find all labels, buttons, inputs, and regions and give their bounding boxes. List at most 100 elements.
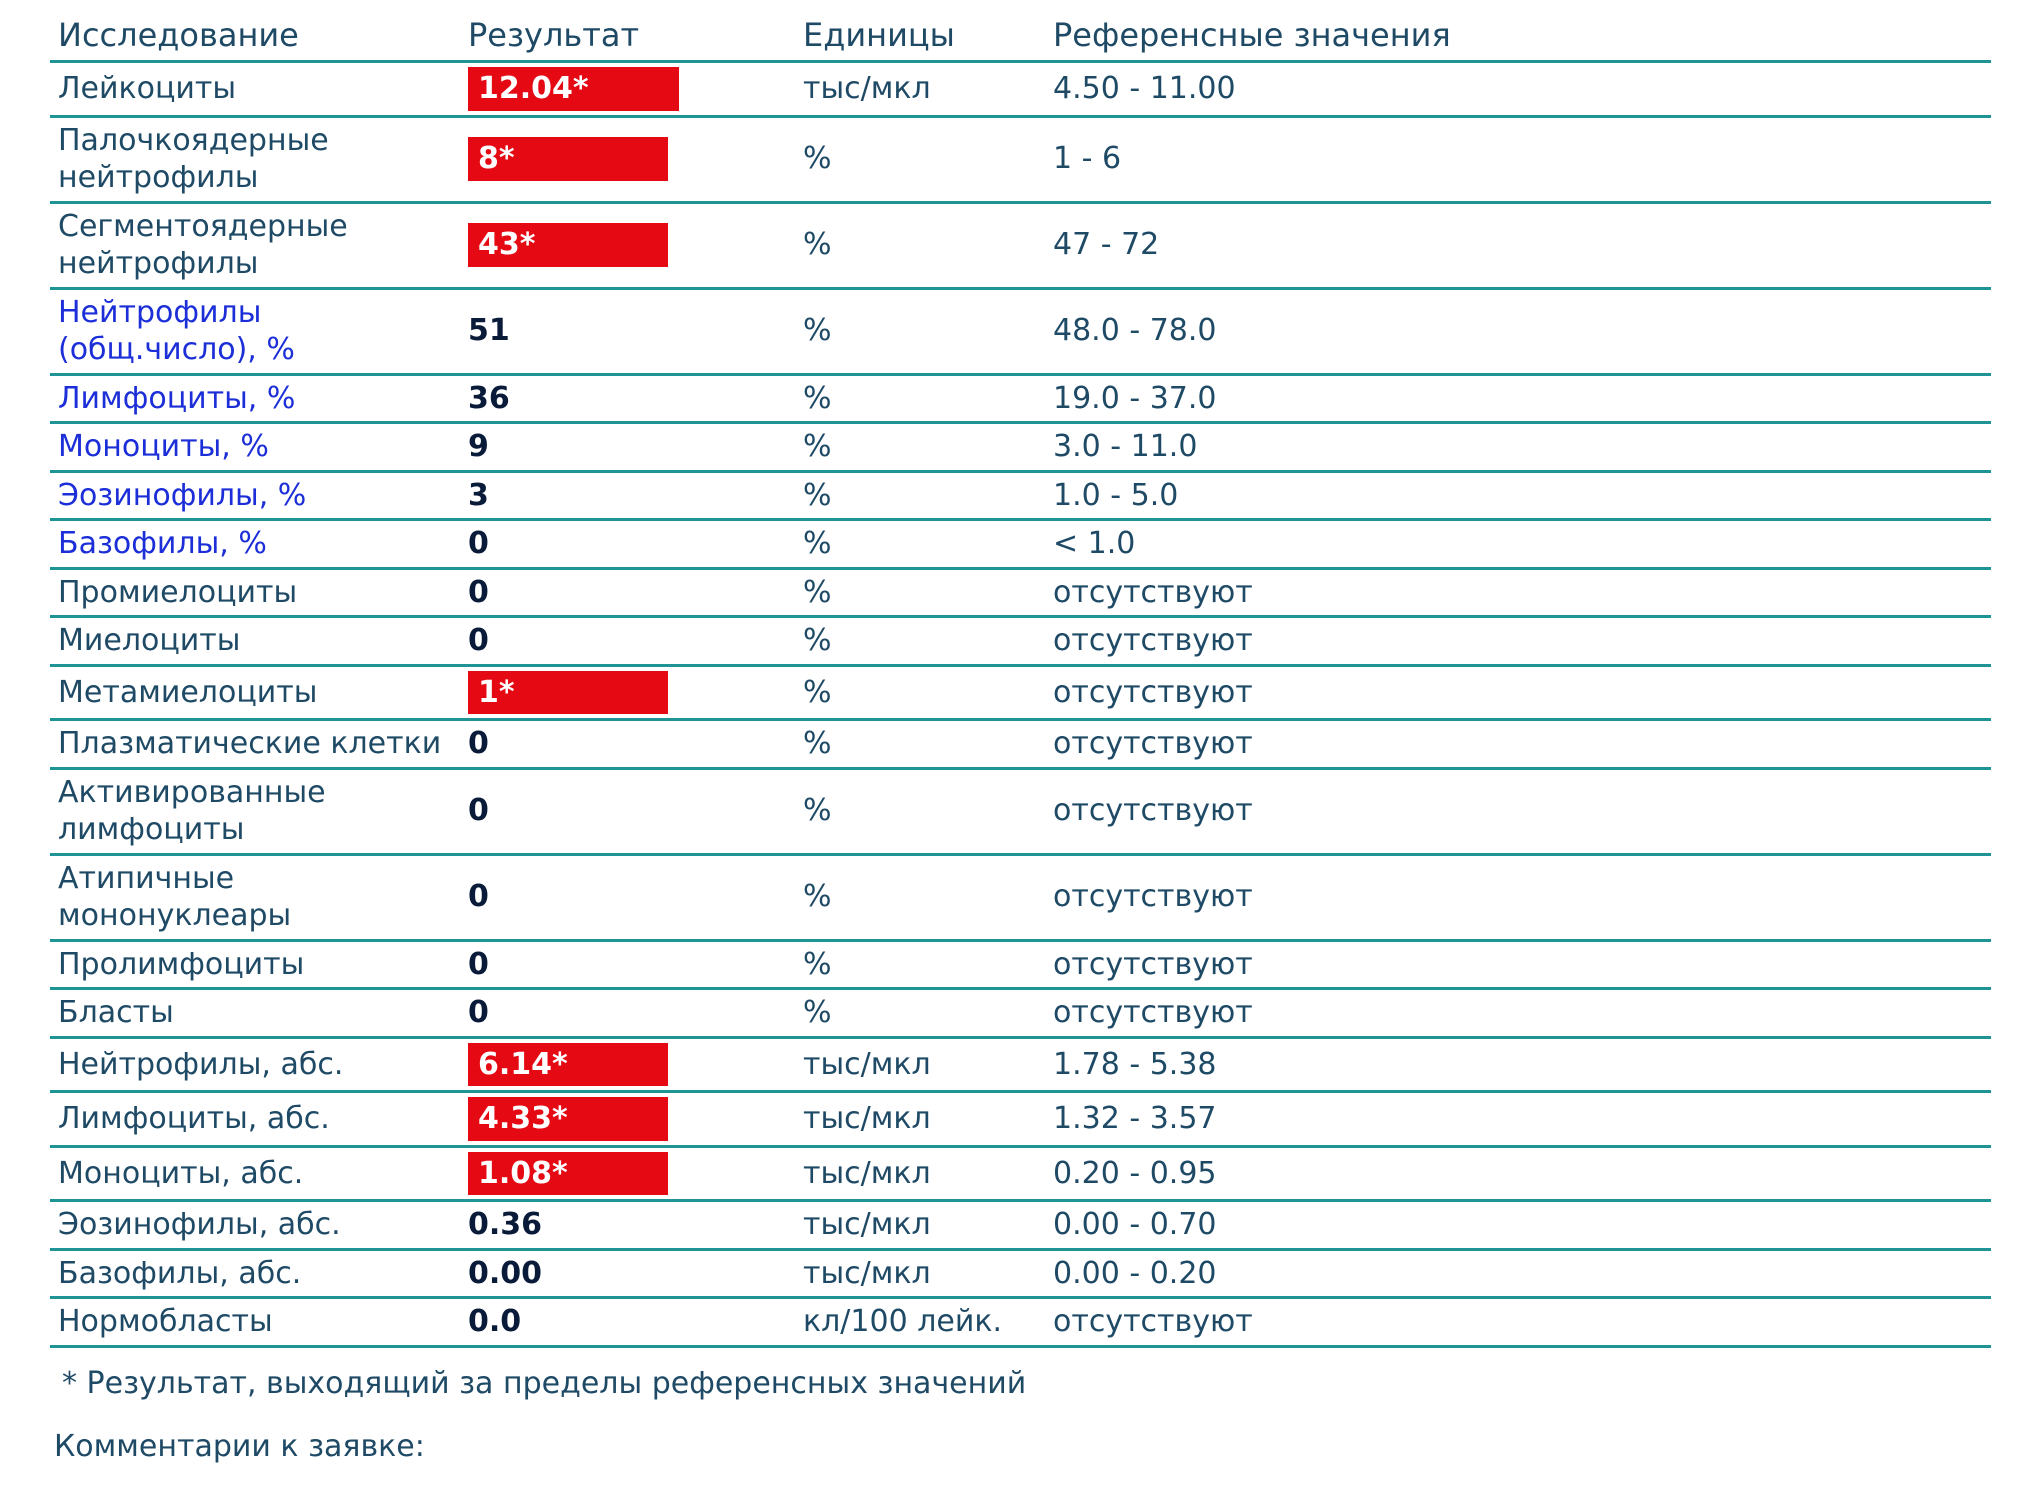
result-value: 0 <box>468 995 489 1030</box>
result-value: 0 <box>468 526 489 561</box>
out-of-range-footnote: * Результат, выходящий за пределы рефере… <box>50 1348 1991 1401</box>
analysis-name: Моноциты, абс. <box>50 1151 460 1197</box>
result-value-flagged: 1.08* <box>468 1152 668 1196</box>
reference-range: отсутствуют <box>1045 990 1991 1036</box>
table-row: Лимфоциты, абс.4.33*тыс/мкл1.32 - 3.57 <box>50 1092 1991 1147</box>
unit-value: % <box>795 990 1045 1036</box>
header-name: Исследование <box>50 10 460 62</box>
reference-range: 3.0 - 11.0 <box>1045 424 1991 470</box>
table-row: Промиелоциты0%отсутствуют <box>50 568 1991 617</box>
table-row: Моноциты, %9%3.0 - 11.0 <box>50 423 1991 472</box>
table-row: Сегментоядерные нейтрофилы43*%47 - 72 <box>50 202 1991 288</box>
unit-value: % <box>795 521 1045 567</box>
result-value: 0 <box>468 623 489 658</box>
result-value: 0.0 <box>468 1304 521 1339</box>
result-value: 0 <box>468 947 489 982</box>
reference-range: 19.0 - 37.0 <box>1045 376 1991 422</box>
analysis-name[interactable]: Базофилы, % <box>50 521 460 567</box>
table-row: Атипичные мононуклеары0%отсутствуют <box>50 854 1991 940</box>
table-row: Лейкоциты12.04*тыс/мкл4.50 - 11.00 <box>50 62 1991 117</box>
analysis-name[interactable]: Моноциты, % <box>50 424 460 470</box>
result-value: 3 <box>468 478 489 513</box>
analysis-name: Палочкоядерные нейтрофилы <box>50 118 460 201</box>
result-value-flagged: 12.04* <box>468 67 679 111</box>
lab-results-table: Исследование Результат Единицы Референсн… <box>50 10 1991 1348</box>
unit-value: % <box>795 308 1045 354</box>
analysis-name: Метамиелоциты <box>50 670 460 716</box>
analysis-name[interactable]: Лимфоциты, % <box>50 376 460 422</box>
analysis-name: Нейтрофилы, абс. <box>50 1042 460 1088</box>
reference-range: отсутствуют <box>1045 1299 1991 1345</box>
reference-range: отсутствуют <box>1045 721 1991 767</box>
reference-range: 1.78 - 5.38 <box>1045 1042 1991 1088</box>
analysis-name: Пролимфоциты <box>50 942 460 988</box>
unit-value: % <box>795 721 1045 767</box>
result-value: 9 <box>468 429 489 464</box>
reference-range: 1 - 6 <box>1045 136 1991 182</box>
unit-value: % <box>795 874 1045 920</box>
unit-value: % <box>795 136 1045 182</box>
header-result: Результат <box>460 10 795 62</box>
analysis-name: Плазматические клетки <box>50 721 460 767</box>
reference-range: 1.32 - 3.57 <box>1045 1096 1991 1142</box>
analysis-name: Сегментоядерные нейтрофилы <box>50 204 460 287</box>
reference-range: 1.0 - 5.0 <box>1045 473 1991 519</box>
analysis-name: Эозинофилы, абс. <box>50 1202 460 1248</box>
unit-value: % <box>795 424 1045 470</box>
unit-value: % <box>795 222 1045 268</box>
reference-range: 0.20 - 0.95 <box>1045 1151 1991 1197</box>
reference-range: отсутствуют <box>1045 618 1991 664</box>
table-row: Нормобласты0.0 кл/100 лейк.отсутствуют <box>50 1298 1991 1347</box>
table-row: Плазматические клетки0%отсутствуют <box>50 720 1991 769</box>
result-value-flagged: 8* <box>468 137 668 181</box>
result-value: 0 <box>468 793 489 828</box>
unit-value: % <box>795 473 1045 519</box>
analysis-name: Атипичные мононуклеары <box>50 856 460 939</box>
result-value: 0 <box>468 879 489 914</box>
reference-range: отсутствуют <box>1045 942 1991 988</box>
lab-report-page: Исследование Результат Единицы Референсн… <box>0 0 2041 1494</box>
reference-range: 48.0 - 78.0 <box>1045 308 1991 354</box>
unit-value: тыс/мкл <box>795 1251 1045 1297</box>
table-row: Бласты0%отсутствуют <box>50 989 1991 1038</box>
reference-range: 0.00 - 0.70 <box>1045 1202 1991 1248</box>
unit-value: % <box>795 942 1045 988</box>
unit-value: % <box>795 670 1045 716</box>
header-ref: Референсные значения <box>1045 10 1991 62</box>
comments-label: Комментарии к заявке: <box>50 1401 1991 1464</box>
table-row: Активированные лимфоциты0%отсутствуют <box>50 768 1991 854</box>
analysis-name: Бласты <box>50 990 460 1036</box>
analysis-name: Лейкоциты <box>50 66 460 112</box>
analysis-name: Лимфоциты, абс. <box>50 1096 460 1142</box>
table-row: Палочкоядерные нейтрофилы8*%1 - 6 <box>50 116 1991 202</box>
unit-value: тыс/мкл <box>795 1202 1045 1248</box>
unit-value: кл/100 лейк. <box>795 1299 1045 1345</box>
analysis-name: Миелоциты <box>50 618 460 664</box>
table-row: Моноциты, абс.1.08* тыс/мкл0.20 - 0.95 <box>50 1146 1991 1201</box>
reference-range: < 1.0 <box>1045 521 1991 567</box>
header-unit: Единицы <box>795 10 1045 62</box>
result-value: 0.36 <box>468 1207 542 1242</box>
unit-value: % <box>795 788 1045 834</box>
table-row: Базофилы, абс.0.00тыс/мкл0.00 - 0.20 <box>50 1249 1991 1298</box>
analysis-name[interactable]: Нейтрофилы (общ.число), % <box>50 290 460 373</box>
reference-range: 47 - 72 <box>1045 222 1991 268</box>
reference-range: отсутствуют <box>1045 670 1991 716</box>
table-row: Базофилы, %0%< 1.0 <box>50 520 1991 569</box>
table-row: Эозинофилы, %3%1.0 - 5.0 <box>50 471 1991 520</box>
result-value: 0 <box>468 575 489 610</box>
table-header-row: Исследование Результат Единицы Референсн… <box>50 10 1991 62</box>
table-row: Миелоциты0%отсутствуют <box>50 617 1991 666</box>
unit-value: тыс/мкл <box>795 1151 1045 1197</box>
analysis-name: Активированные лимфоциты <box>50 770 460 853</box>
unit-value: тыс/мкл <box>795 66 1045 112</box>
result-value-flagged: 1* <box>468 671 668 715</box>
table-row: Эозинофилы, абс.0.36 тыс/мкл0.00 - 0.70 <box>50 1201 1991 1250</box>
reference-range: отсутствуют <box>1045 570 1991 616</box>
table-row: Метамиелоциты1*%отсутствуют <box>50 665 1991 720</box>
analysis-name[interactable]: Эозинофилы, % <box>50 473 460 519</box>
table-row: Нейтрофилы, абс.6.14*тыс/мкл1.78 - 5.38 <box>50 1037 1991 1092</box>
unit-value: % <box>795 570 1045 616</box>
result-value: 51 <box>468 313 510 348</box>
analysis-name: Нормобласты <box>50 1299 460 1345</box>
